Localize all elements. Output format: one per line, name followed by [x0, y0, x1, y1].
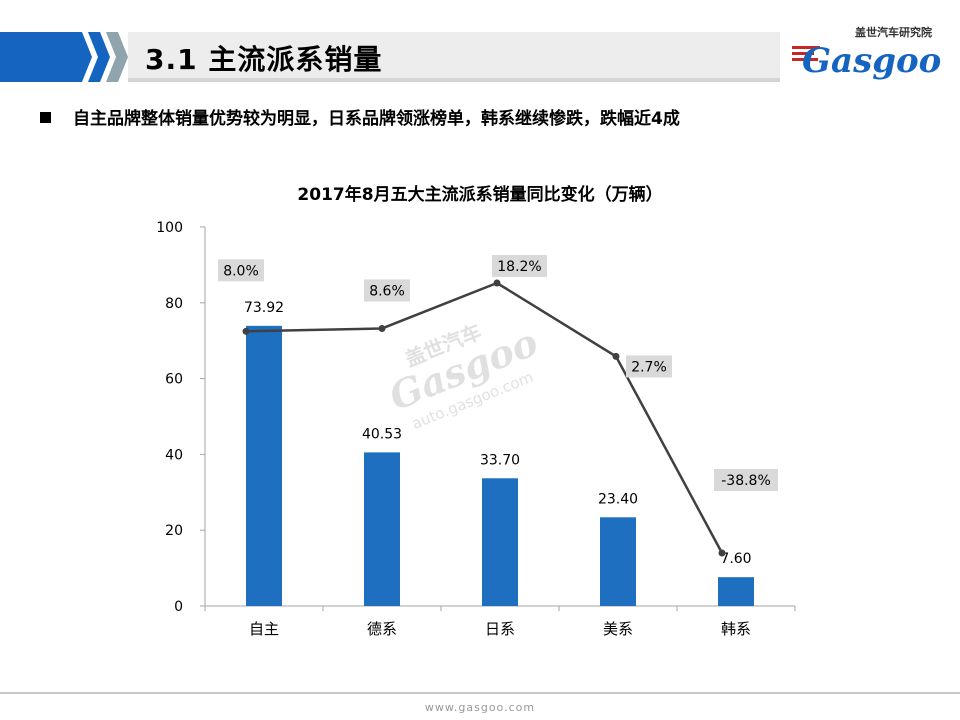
- bar-value-label: 23.40: [598, 491, 638, 507]
- y-tick-label: 0: [174, 599, 183, 615]
- growth-label: 8.6%: [369, 283, 405, 299]
- gasgoo-logo: 盖世汽车研究院 Gasgoo: [790, 22, 950, 82]
- x-tick-label: 日系: [485, 620, 515, 638]
- y-tick-label: 20: [165, 523, 183, 539]
- growth-point: [378, 324, 386, 332]
- growth-label: 18.2%: [497, 259, 541, 275]
- x-tick-label: 韩系: [721, 620, 751, 638]
- bar-value-label: 7.60: [720, 551, 751, 567]
- growth-label-bg: [364, 279, 410, 302]
- y-tick-label: 60: [165, 372, 183, 388]
- bar-value-label: 73.92: [244, 300, 284, 316]
- growth-label: 2.7%: [631, 359, 667, 375]
- bar: [718, 577, 754, 606]
- growth-label-bg: [714, 469, 778, 491]
- logo-en-text: Gasgoo: [802, 41, 941, 81]
- summary-text: 自主品牌整体销量优势较为明显，日系品牌领涨榜单，韩系继续惨跌，跌幅近4成: [73, 109, 680, 129]
- header-banner: [0, 32, 780, 82]
- x-tick-label: 自主: [249, 620, 279, 638]
- bar-value-label: 40.53: [362, 426, 402, 442]
- bar: [246, 325, 282, 606]
- growth-point: [493, 279, 501, 287]
- growth-point: [242, 327, 250, 335]
- growth-label-bg: [626, 355, 672, 378]
- page-title: 3.1 主流派系销量: [145, 43, 383, 76]
- growth-label-bg: [218, 259, 264, 282]
- x-tick-label: 德系: [367, 620, 397, 638]
- growth-point: [612, 352, 620, 360]
- y-tick-label: 100: [156, 220, 183, 236]
- x-tick-label: 美系: [603, 620, 633, 638]
- y-tick-label: 40: [165, 447, 183, 463]
- growth-label: -38.8%: [721, 473, 771, 489]
- bar: [600, 517, 636, 606]
- growth-label: 8.0%: [223, 263, 259, 279]
- footer-url: www.gasgoo.com: [424, 701, 536, 714]
- logo-cn-text: 盖世汽车研究院: [855, 25, 932, 39]
- bar-value-label: 33.70: [480, 452, 520, 468]
- footer-divider: [0, 692, 960, 694]
- growth-label-bg: [492, 255, 547, 277]
- bullet-square-icon: [40, 111, 51, 123]
- y-tick-label: 80: [165, 296, 183, 312]
- growth-point: [718, 549, 726, 557]
- chart-title: 2017年8月五大主流派系销量同比变化（万辆）: [297, 185, 663, 205]
- summary-bullet: 自主品牌整体销量优势较为明显，日系品牌领涨榜单，韩系继续惨跌，跌幅近4成: [40, 104, 680, 129]
- bar: [364, 452, 400, 606]
- bar: [482, 478, 518, 606]
